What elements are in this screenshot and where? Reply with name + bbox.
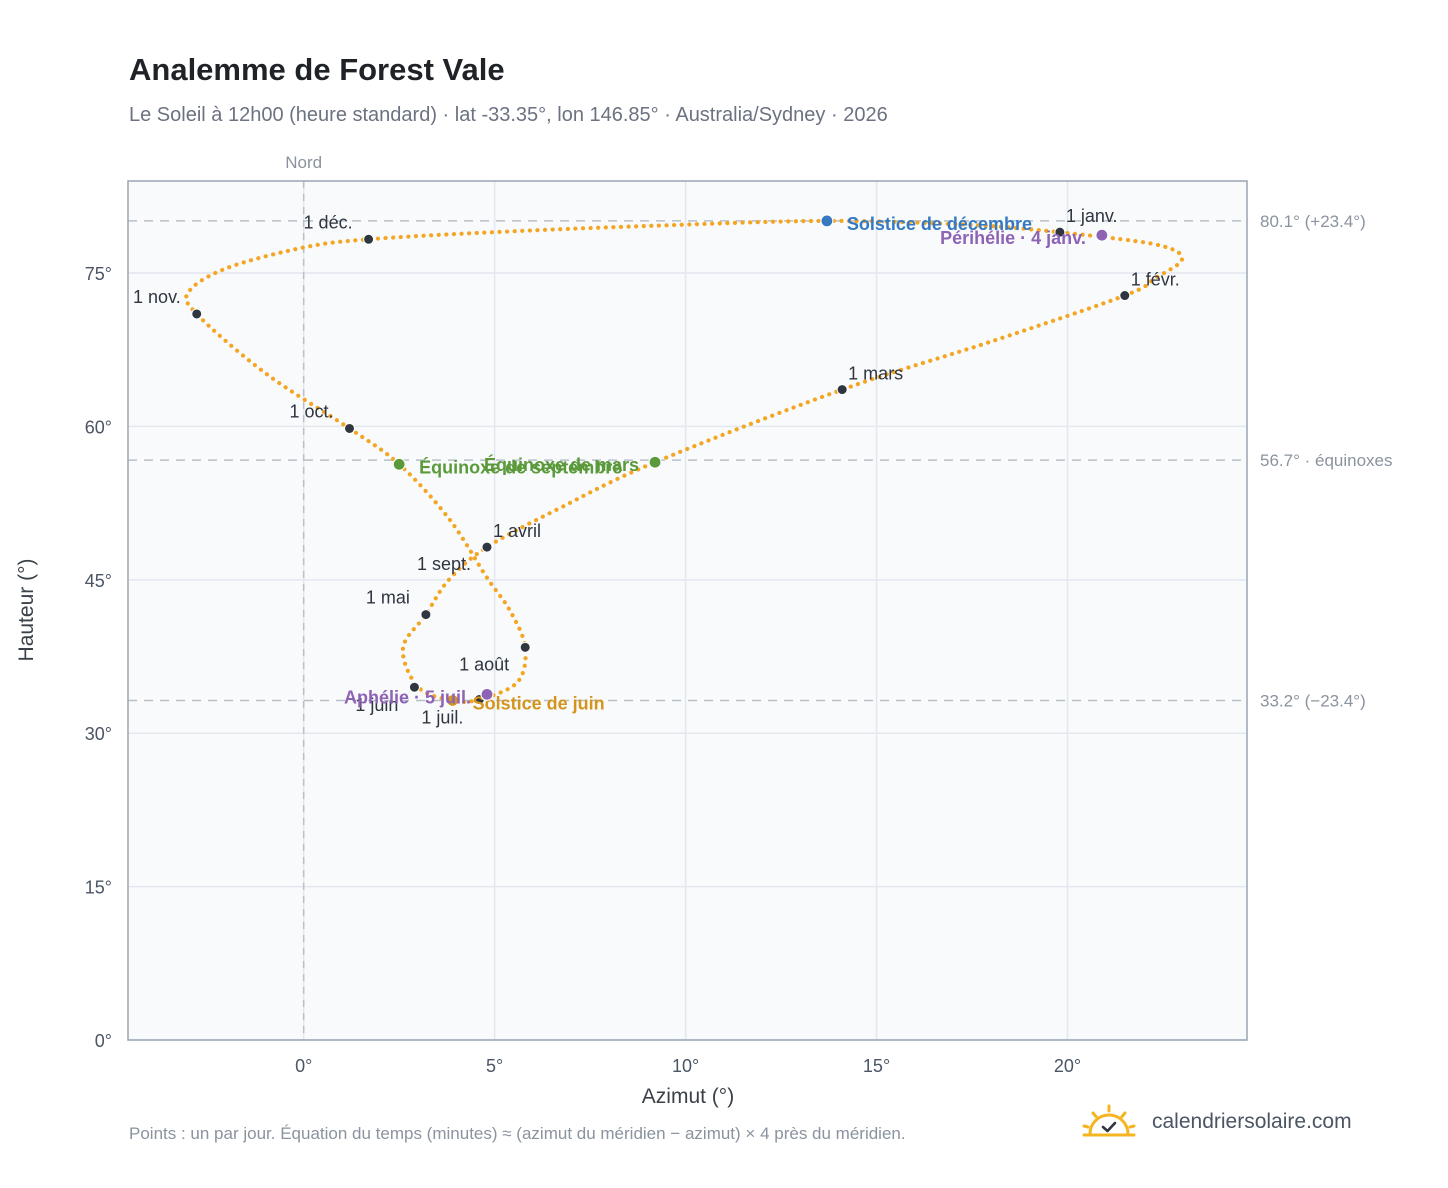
month-label: 1 juil. xyxy=(421,707,463,727)
footnote: Points : un par jour. Équation du temps … xyxy=(129,1124,906,1143)
month-label: 1 déc. xyxy=(304,212,353,232)
special-point-label: Aphélie · 5 juil. xyxy=(344,687,471,707)
month-label: 1 oct. xyxy=(289,401,333,421)
special-point xyxy=(446,693,460,708)
date-markers: 1 janv. 1 févr. 1 mars 1 avril 1 mai 1 juin 1 … xyxy=(133,206,1180,727)
month-label: 1 févr. xyxy=(1131,270,1180,290)
month-label: 1 avril xyxy=(493,521,541,541)
reference-lines: Nord 80.1° (+23.4°) 56.7° · équinoxes 33.2°… xyxy=(128,153,1393,1040)
y-tick-label: 0° xyxy=(95,1031,112,1051)
month-marker xyxy=(519,641,531,653)
reference-line-label: 33.2° (−23.4°) xyxy=(1260,691,1366,710)
month-label: 1 janv. xyxy=(1066,206,1118,226)
plot-area xyxy=(128,181,1247,1040)
month-marker xyxy=(1119,290,1131,302)
x-tick-label: 10° xyxy=(672,1056,699,1076)
brand-name: calendriersolaire.com xyxy=(1152,1110,1352,1133)
y-tick-label: 75° xyxy=(85,264,112,284)
month-marker xyxy=(836,384,848,396)
y-axis-label: Hauteur (°) xyxy=(15,559,38,662)
month-label: 1 sept. xyxy=(417,554,471,574)
analemma-path xyxy=(183,218,1185,704)
special-point-label: Solstice de juin xyxy=(473,693,605,713)
month-label: 1 nov. xyxy=(133,287,181,307)
special-point xyxy=(648,455,662,469)
special-point-label: Équinoxe de mars xyxy=(484,454,639,475)
month-label: 1 mars xyxy=(848,364,903,384)
x-tick-label: 5° xyxy=(486,1056,503,1076)
month-label: 1 juin xyxy=(355,695,398,715)
month-marker xyxy=(408,681,420,693)
month-marker xyxy=(363,233,375,245)
special-point xyxy=(1095,228,1109,242)
axes: 0° 5° 10° 15° 20° 0° 15° 30° 45° 60° 75° xyxy=(85,264,1081,1076)
special-point-label: Solstice de décembre xyxy=(847,214,1032,234)
y-tick-label: 60° xyxy=(85,417,112,437)
y-tick-label: 45° xyxy=(85,571,112,591)
x-tick-label: 20° xyxy=(1054,1056,1081,1076)
chart-title: Analemme de Forest Vale xyxy=(129,52,505,87)
special-point xyxy=(392,457,406,471)
x-tick-label: 0° xyxy=(295,1056,312,1076)
month-label: 1 août xyxy=(459,654,509,674)
reference-line-label: 56.7° · équinoxes xyxy=(1260,451,1393,470)
month-marker xyxy=(191,308,203,320)
reference-line-label: 80.1° (+23.4°) xyxy=(1260,212,1366,231)
month-label: 1 mai xyxy=(366,588,410,608)
special-point-label: Équinoxe de septembre xyxy=(419,456,622,477)
special-point xyxy=(820,214,834,228)
special-point-label: Périhélie · 4 janv. xyxy=(940,228,1086,248)
chart-subtitle: Le Soleil à 12h00 (heure standard) · lat… xyxy=(129,104,888,126)
y-tick-label: 15° xyxy=(85,878,112,898)
month-marker xyxy=(481,541,493,553)
special-point xyxy=(480,687,494,701)
month-marker xyxy=(420,609,432,621)
plot-frame xyxy=(127,180,1248,1041)
month-marker xyxy=(1054,226,1066,238)
month-marker xyxy=(344,422,356,434)
brand[interactable]: calendriersolaire.com xyxy=(1082,1102,1352,1142)
y-tick-label: 30° xyxy=(85,724,112,744)
north-label: Nord xyxy=(285,153,322,172)
x-axis-label: Azimut (°) xyxy=(642,1085,734,1108)
analemma-daily-points xyxy=(183,218,1185,704)
x-tick-label: 15° xyxy=(863,1056,890,1076)
sun-check-icon xyxy=(1082,1104,1136,1137)
